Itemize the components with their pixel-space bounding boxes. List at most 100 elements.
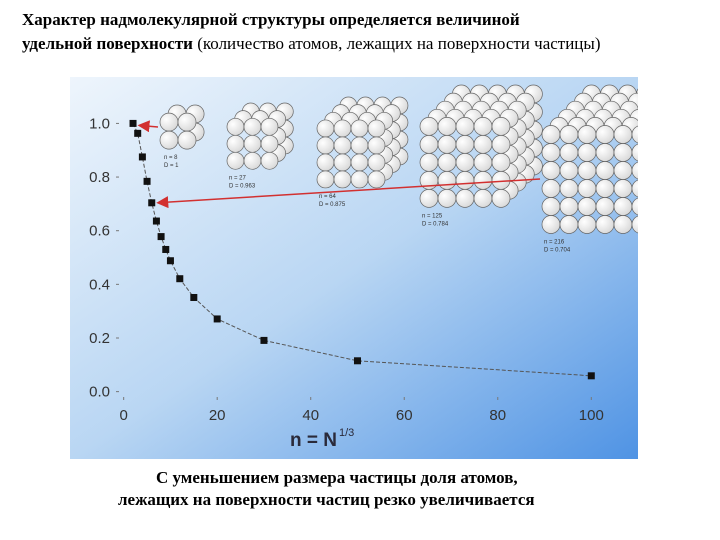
atom: [631, 125, 638, 144]
atom: [226, 134, 245, 153]
atom: [367, 153, 386, 172]
annotation: D = 0.704: [544, 248, 571, 254]
atom: [613, 215, 633, 234]
atom: [491, 153, 511, 172]
atom: [333, 170, 352, 189]
atom: [350, 136, 369, 155]
point: [213, 315, 221, 323]
atom: [333, 136, 352, 155]
atom: [159, 112, 179, 132]
header-bold: удельной поверхности: [22, 34, 193, 53]
point: [138, 153, 146, 161]
curve: [132, 123, 592, 377]
atom: [595, 125, 615, 144]
annotation: n = 8: [164, 155, 178, 161]
atom: [350, 153, 369, 172]
atom: [631, 197, 638, 216]
atom: [473, 135, 493, 154]
y-tick-label: 0.0: [89, 384, 110, 401]
atom: [419, 117, 439, 136]
x-tick-label: 20: [209, 407, 226, 424]
atom: [595, 161, 615, 180]
atom: [541, 143, 561, 162]
atom: [243, 117, 262, 136]
atom: [631, 215, 638, 234]
atom: [437, 153, 457, 172]
y-tick-label: 0.8: [89, 169, 110, 186]
annotation: n = 125: [422, 213, 443, 219]
caption-line: лежащих на поверхности частиц резко увел…: [118, 490, 535, 509]
atom: [177, 112, 197, 132]
annotation: D = 0.875: [319, 202, 346, 208]
point: [148, 199, 156, 207]
annotation: n = 216: [544, 240, 565, 246]
atom: [419, 189, 439, 208]
point: [162, 245, 170, 253]
point: [353, 357, 361, 365]
atom: [613, 179, 633, 198]
atom: [243, 134, 262, 153]
atom: [577, 143, 597, 162]
atom: [437, 171, 457, 190]
x-axis-label-sup: 1/3: [339, 427, 354, 439]
y-tick-label: 0.2: [89, 330, 110, 347]
atom: [316, 170, 335, 189]
atom: [613, 161, 633, 180]
atom: [541, 161, 561, 180]
atom: [595, 179, 615, 198]
atom: [577, 125, 597, 144]
atom: [559, 215, 579, 234]
atom: [541, 197, 561, 216]
arrow: [137, 120, 159, 133]
atom: [577, 179, 597, 198]
atom: [559, 161, 579, 180]
atom: [177, 130, 197, 150]
atom: [559, 179, 579, 198]
point: [166, 257, 174, 265]
atom: [577, 161, 597, 180]
annotation: D = 0.784: [422, 221, 449, 227]
atom: [437, 117, 457, 136]
atom: [595, 197, 615, 216]
atom: [243, 151, 262, 170]
atom: [350, 119, 369, 138]
atom: [473, 117, 493, 136]
annotation: n = 27: [229, 175, 247, 181]
atom: [595, 215, 615, 234]
header-line: удельной поверхности (количество атомов,…: [22, 34, 601, 54]
atom: [226, 151, 245, 170]
atom: [455, 117, 475, 136]
chart: n = N 1/3 0.0 0.2 0.4 0.6 0.8 1.0 0 20 40 60 80 100…: [70, 77, 638, 459]
atom: [577, 215, 597, 234]
atom: [419, 153, 439, 172]
atom: [473, 153, 493, 172]
atom: [333, 119, 352, 138]
atom: [455, 189, 475, 208]
atom: [159, 130, 179, 150]
point: [134, 129, 142, 137]
atom: [631, 161, 638, 180]
y-tick-label: 0.6: [89, 223, 110, 240]
atom: [613, 197, 633, 216]
atom: [473, 189, 493, 208]
x-tick-label: 40: [302, 407, 319, 424]
atom: [333, 153, 352, 172]
atom: [316, 136, 335, 155]
atom: [316, 119, 335, 138]
atom: [491, 117, 511, 136]
arrow: [156, 178, 541, 209]
x-axis-label: n = N: [290, 430, 337, 451]
atom: [491, 135, 511, 154]
atom: [541, 215, 561, 234]
annotation: D = 1: [164, 163, 179, 169]
header-normal: (количество атомов, лежащих на поверхнос…: [197, 34, 601, 53]
atom: [559, 143, 579, 162]
atom: [367, 119, 386, 138]
y-tick-label: 1.0: [89, 115, 110, 132]
x-tick-label: 80: [489, 407, 506, 424]
atom: [541, 125, 561, 144]
atom: [260, 117, 279, 136]
atom: [316, 153, 335, 172]
atom: [455, 135, 475, 154]
